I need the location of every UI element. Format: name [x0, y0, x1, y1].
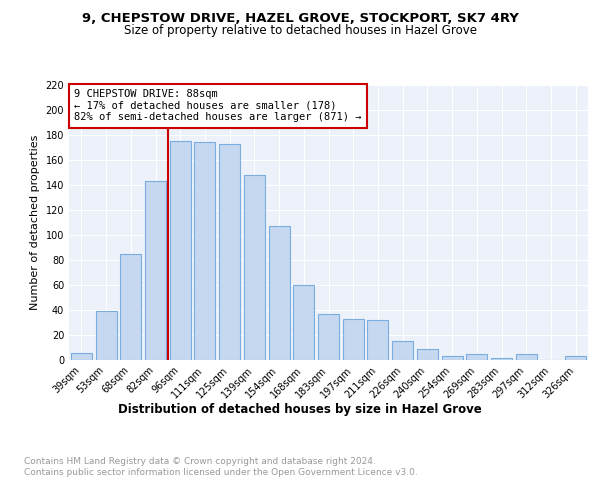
Bar — [491, 358, 512, 360]
Text: Contains HM Land Registry data © Crown copyright and database right 2024.
Contai: Contains HM Land Registry data © Crown c… — [24, 458, 418, 477]
Text: Size of property relative to detached houses in Hazel Grove: Size of property relative to detached ho… — [124, 24, 476, 37]
Bar — [120, 254, 141, 360]
Bar — [269, 226, 290, 360]
Bar — [145, 181, 166, 360]
Bar — [244, 175, 265, 360]
Bar — [417, 349, 438, 360]
Bar — [392, 341, 413, 360]
Bar — [219, 144, 240, 360]
Bar — [466, 354, 487, 360]
Bar — [95, 311, 116, 360]
Bar — [71, 352, 92, 360]
Text: 9, CHEPSTOW DRIVE, HAZEL GROVE, STOCKPORT, SK7 4RY: 9, CHEPSTOW DRIVE, HAZEL GROVE, STOCKPOR… — [82, 12, 518, 26]
Bar — [318, 314, 339, 360]
Bar — [565, 356, 586, 360]
Bar — [442, 356, 463, 360]
Bar — [194, 142, 215, 360]
Bar — [343, 319, 364, 360]
Text: 9 CHEPSTOW DRIVE: 88sqm
← 17% of detached houses are smaller (178)
82% of semi-d: 9 CHEPSTOW DRIVE: 88sqm ← 17% of detache… — [74, 89, 362, 122]
Bar — [170, 141, 191, 360]
Y-axis label: Number of detached properties: Number of detached properties — [30, 135, 40, 310]
Bar — [293, 285, 314, 360]
Bar — [367, 320, 388, 360]
Text: Distribution of detached houses by size in Hazel Grove: Distribution of detached houses by size … — [118, 402, 482, 415]
Bar — [516, 354, 537, 360]
